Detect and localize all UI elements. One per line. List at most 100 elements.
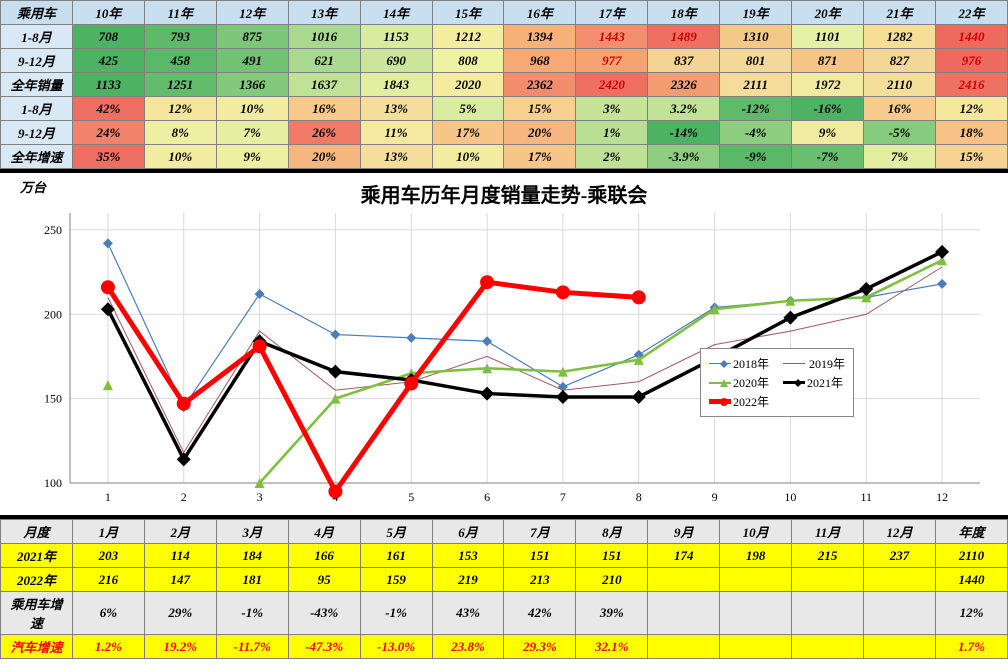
data-cell: 219 [432, 568, 504, 592]
data-cell: 2420 [576, 73, 648, 97]
top-table: 乘用车10年11年12年13年14年15年16年17年18年19年20年21年2… [0, 0, 1008, 169]
month-header: 年度 [935, 520, 1007, 544]
month-header: 3月 [216, 520, 288, 544]
data-cell: -14% [648, 121, 720, 145]
data-cell: 827 [864, 49, 936, 73]
data-cell: 2110 [864, 73, 936, 97]
data-cell: 18% [935, 121, 1007, 145]
data-cell [720, 592, 792, 635]
data-cell: 213 [504, 568, 576, 592]
svg-text:250: 250 [44, 223, 62, 237]
year-header: 22年 [935, 1, 1007, 25]
data-cell: 1310 [720, 25, 792, 49]
data-cell [648, 592, 720, 635]
data-cell: -7% [792, 145, 864, 169]
svg-text:12: 12 [936, 490, 948, 504]
data-cell: 13% [360, 97, 432, 121]
legend-item: 2020年 [709, 374, 769, 391]
data-cell: 42% [72, 97, 144, 121]
data-cell: 808 [432, 49, 504, 73]
data-cell: 6% [72, 592, 144, 635]
legend-item: 2021年 [783, 374, 843, 391]
table-row: 9-12月24%8%7%26%11%17%20%1%-14%-4%9%-5%18… [1, 121, 1008, 145]
data-cell: 166 [288, 544, 360, 568]
data-cell: 621 [288, 49, 360, 73]
year-header: 13年 [288, 1, 360, 25]
year-header: 16年 [504, 1, 576, 25]
data-cell: 237 [864, 544, 936, 568]
data-cell: -12% [720, 97, 792, 121]
svg-text:200: 200 [44, 307, 62, 321]
data-cell: 1443 [576, 25, 648, 49]
svg-text:3: 3 [257, 490, 263, 504]
data-cell: 210 [576, 568, 648, 592]
month-header: 7月 [504, 520, 576, 544]
data-cell: 151 [504, 544, 576, 568]
data-cell [792, 635, 864, 659]
row-label: 乘用车增速 [1, 592, 73, 635]
svg-text:10: 10 [784, 490, 796, 504]
data-cell: 1153 [360, 25, 432, 49]
month-header: 6月 [432, 520, 504, 544]
data-cell: 20% [288, 145, 360, 169]
data-cell: 26% [288, 121, 360, 145]
data-cell: 2326 [648, 73, 720, 97]
data-cell: 151 [576, 544, 648, 568]
data-cell: 1282 [864, 25, 936, 49]
month-header: 9月 [648, 520, 720, 544]
data-cell: 1.2% [72, 635, 144, 659]
svg-text:8: 8 [636, 490, 642, 504]
data-cell: 976 [935, 49, 1007, 73]
table-row: 2022年216147181951592192132101440 [1, 568, 1008, 592]
chart-container: 万台 乘用车历年月度销量走势-乘联会 100150200250123456789… [0, 169, 1008, 519]
bottom-header-row: 月度1月2月3月4月5月6月7月8月9月10月11月12月年度 [1, 520, 1008, 544]
legend-item: 2022年 [709, 393, 769, 410]
month-header: 5月 [360, 520, 432, 544]
data-cell: 3.2% [648, 97, 720, 121]
row-label: 汽车增速 [1, 635, 73, 659]
data-cell: 161 [360, 544, 432, 568]
data-cell: 708 [72, 25, 144, 49]
data-cell: 215 [792, 544, 864, 568]
svg-text:9: 9 [712, 490, 718, 504]
data-cell: 20% [504, 121, 576, 145]
data-cell: 1366 [216, 73, 288, 97]
data-cell: 29.3% [504, 635, 576, 659]
data-cell: 16% [288, 97, 360, 121]
data-cell: 1440 [935, 568, 1007, 592]
data-cell: 32.1% [576, 635, 648, 659]
legend-item: 2018年 [709, 355, 769, 372]
data-cell: 43% [432, 592, 504, 635]
data-cell: 12% [935, 97, 1007, 121]
data-cell [648, 635, 720, 659]
data-cell: 198 [720, 544, 792, 568]
data-cell [720, 568, 792, 592]
data-cell: 1843 [360, 73, 432, 97]
svg-text:150: 150 [44, 392, 62, 406]
data-cell: 1133 [72, 73, 144, 97]
data-cell: 10% [144, 145, 216, 169]
data-cell: 977 [576, 49, 648, 73]
data-cell: 968 [504, 49, 576, 73]
data-cell: 42% [504, 592, 576, 635]
data-cell: 875 [216, 25, 288, 49]
legend-item: 2019年 [783, 355, 845, 372]
data-cell: -13.0% [360, 635, 432, 659]
table-row: 汽车增速1.2%19.2%-11.7%-47.3%-13.0%23.8%29.3… [1, 635, 1008, 659]
data-cell: -43% [288, 592, 360, 635]
bottom-table: 月度1月2月3月4月5月6月7月8月9月10月11月12月年度 2021年203… [0, 519, 1008, 659]
top-header-row: 乘用车10年11年12年13年14年15年16年17年18年19年20年21年2… [1, 1, 1008, 25]
data-cell: -11.7% [216, 635, 288, 659]
row-label: 全年销量 [1, 73, 73, 97]
bottom-corner: 月度 [1, 520, 73, 544]
data-cell: 203 [72, 544, 144, 568]
svg-text:7: 7 [560, 490, 566, 504]
data-cell: 1637 [288, 73, 360, 97]
data-cell: 15% [935, 145, 1007, 169]
table-row: 乘用车增速6%29%-1%-43%-1%43%42%39%12% [1, 592, 1008, 635]
data-cell: 9% [216, 145, 288, 169]
data-cell [864, 635, 936, 659]
month-header: 10月 [720, 520, 792, 544]
chart-legend: 2018年 2019年 2020年 2021年 2022年 [700, 348, 854, 417]
month-header: 4月 [288, 520, 360, 544]
